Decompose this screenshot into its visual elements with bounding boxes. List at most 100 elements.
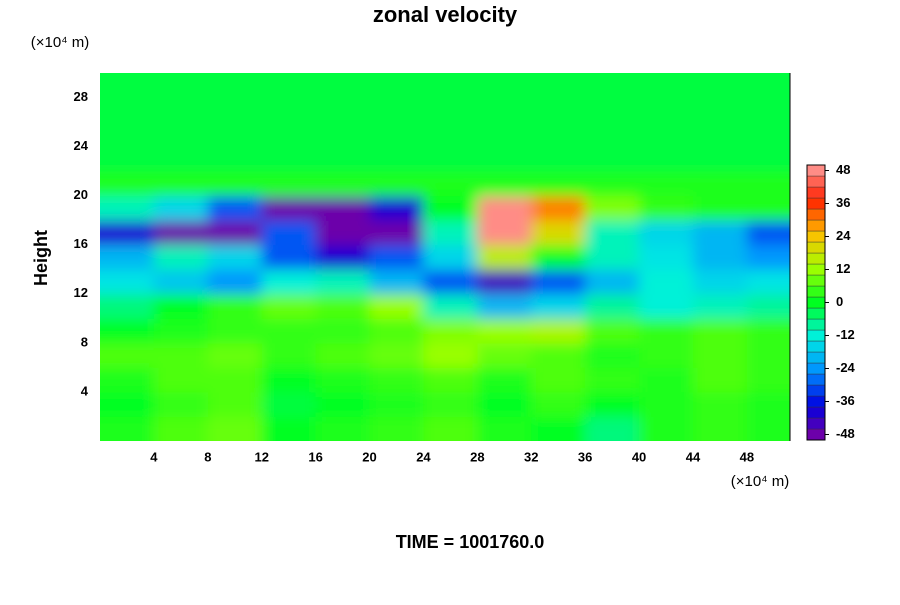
- y-tick-label: 20: [74, 187, 88, 202]
- field-cell: [423, 318, 478, 344]
- field-cell: [585, 195, 640, 221]
- field-cell: [423, 195, 478, 221]
- field-cell: [639, 220, 694, 246]
- colorbar-tick-label: 12: [836, 261, 850, 276]
- colorbar-band: [806, 197, 826, 210]
- colorbar-band: [806, 219, 826, 232]
- field-cell: [423, 97, 478, 123]
- field-cell: [639, 269, 694, 295]
- field-cell: [100, 416, 155, 441]
- field-cell: [746, 342, 790, 368]
- colorbar-tick-label: -12: [836, 327, 855, 342]
- field-cell: [207, 342, 263, 368]
- field-cell: [261, 269, 317, 295]
- field-cell: [585, 293, 640, 319]
- field-cell: [423, 146, 478, 172]
- field-cell: [100, 391, 155, 417]
- x-tick-label: 20: [362, 449, 376, 464]
- field-cell: [153, 342, 209, 368]
- colorbar-band: [806, 406, 826, 419]
- field-cell: [692, 146, 748, 172]
- colorbar-band: [806, 208, 826, 221]
- field-cell: [153, 146, 209, 172]
- field-cell: [207, 416, 263, 441]
- x-tick-label: 36: [578, 449, 592, 464]
- colorbar-tick-label: -24: [836, 360, 856, 375]
- y-tick-label: 12: [74, 285, 88, 300]
- field-cell: [585, 97, 640, 123]
- field-cell: [585, 342, 640, 368]
- field-cell: [261, 146, 317, 172]
- field-cell: [692, 342, 748, 368]
- field-cell: [207, 73, 263, 99]
- field-cell: [477, 171, 532, 197]
- field-cell: [531, 146, 586, 172]
- y-tick-label: 24: [74, 138, 89, 153]
- field-cell: [585, 391, 640, 417]
- field-cell: [692, 318, 748, 344]
- colorbar-band: [806, 428, 826, 441]
- field-cell: [639, 293, 694, 319]
- field: [100, 73, 790, 441]
- field-cell: [531, 122, 586, 148]
- field-cell: [477, 73, 532, 99]
- field-cell: [585, 73, 640, 99]
- field-cell: [692, 171, 748, 197]
- field-cell: [477, 293, 532, 319]
- field-cell: [692, 391, 748, 417]
- colorbar-band: [806, 285, 826, 298]
- field-cell: [100, 220, 155, 246]
- field-cell: [315, 195, 371, 221]
- field-cell: [423, 367, 478, 393]
- colorbar-band: [806, 274, 826, 287]
- colorbar-band: [806, 252, 826, 265]
- field-cell: [369, 342, 424, 368]
- field-cell: [692, 416, 748, 441]
- field-cell: [207, 244, 263, 270]
- y-tick-label: 8: [81, 334, 88, 349]
- field-cell: [153, 416, 209, 441]
- field-cell: [585, 122, 640, 148]
- field-cell: [207, 146, 263, 172]
- field-cell: [100, 244, 155, 270]
- field-cell: [207, 97, 263, 123]
- field-cell: [639, 318, 694, 344]
- field-cell: [639, 367, 694, 393]
- field-cell: [100, 293, 155, 319]
- x-tick-label: 48: [740, 449, 754, 464]
- field-cell: [261, 73, 317, 99]
- field-cell: [746, 367, 790, 393]
- field-cell: [153, 73, 209, 99]
- field-cell: [423, 391, 478, 417]
- field-cell: [746, 97, 790, 123]
- field-cell: [100, 269, 155, 295]
- colorbar-band: [806, 186, 826, 199]
- field-cell: [477, 342, 532, 368]
- field-cell: [153, 391, 209, 417]
- field-cell: [477, 122, 532, 148]
- field-cell: [261, 97, 317, 123]
- field-cell: [692, 293, 748, 319]
- field-cell: [315, 318, 371, 344]
- field-cell: [692, 73, 748, 99]
- field-cell: [369, 269, 424, 295]
- field-cell: [261, 391, 317, 417]
- field-cell: [207, 122, 263, 148]
- x-tick-label: 40: [632, 449, 646, 464]
- field-cell: [100, 97, 155, 123]
- x-tick-label: 44: [686, 449, 701, 464]
- field-cell: [585, 220, 640, 246]
- colorbar-band: [806, 241, 826, 254]
- y-tick-label: 28: [74, 89, 88, 104]
- colorbar-tick-label: 36: [836, 195, 850, 210]
- colorbar-band: [806, 318, 826, 331]
- field-cell: [746, 146, 790, 172]
- field-cell: [477, 146, 532, 172]
- field-cell: [369, 391, 424, 417]
- field-cell: [531, 244, 586, 270]
- field-cell: [207, 367, 263, 393]
- field-cell: [746, 416, 790, 441]
- field-cell: [639, 122, 694, 148]
- field-cell: [207, 269, 263, 295]
